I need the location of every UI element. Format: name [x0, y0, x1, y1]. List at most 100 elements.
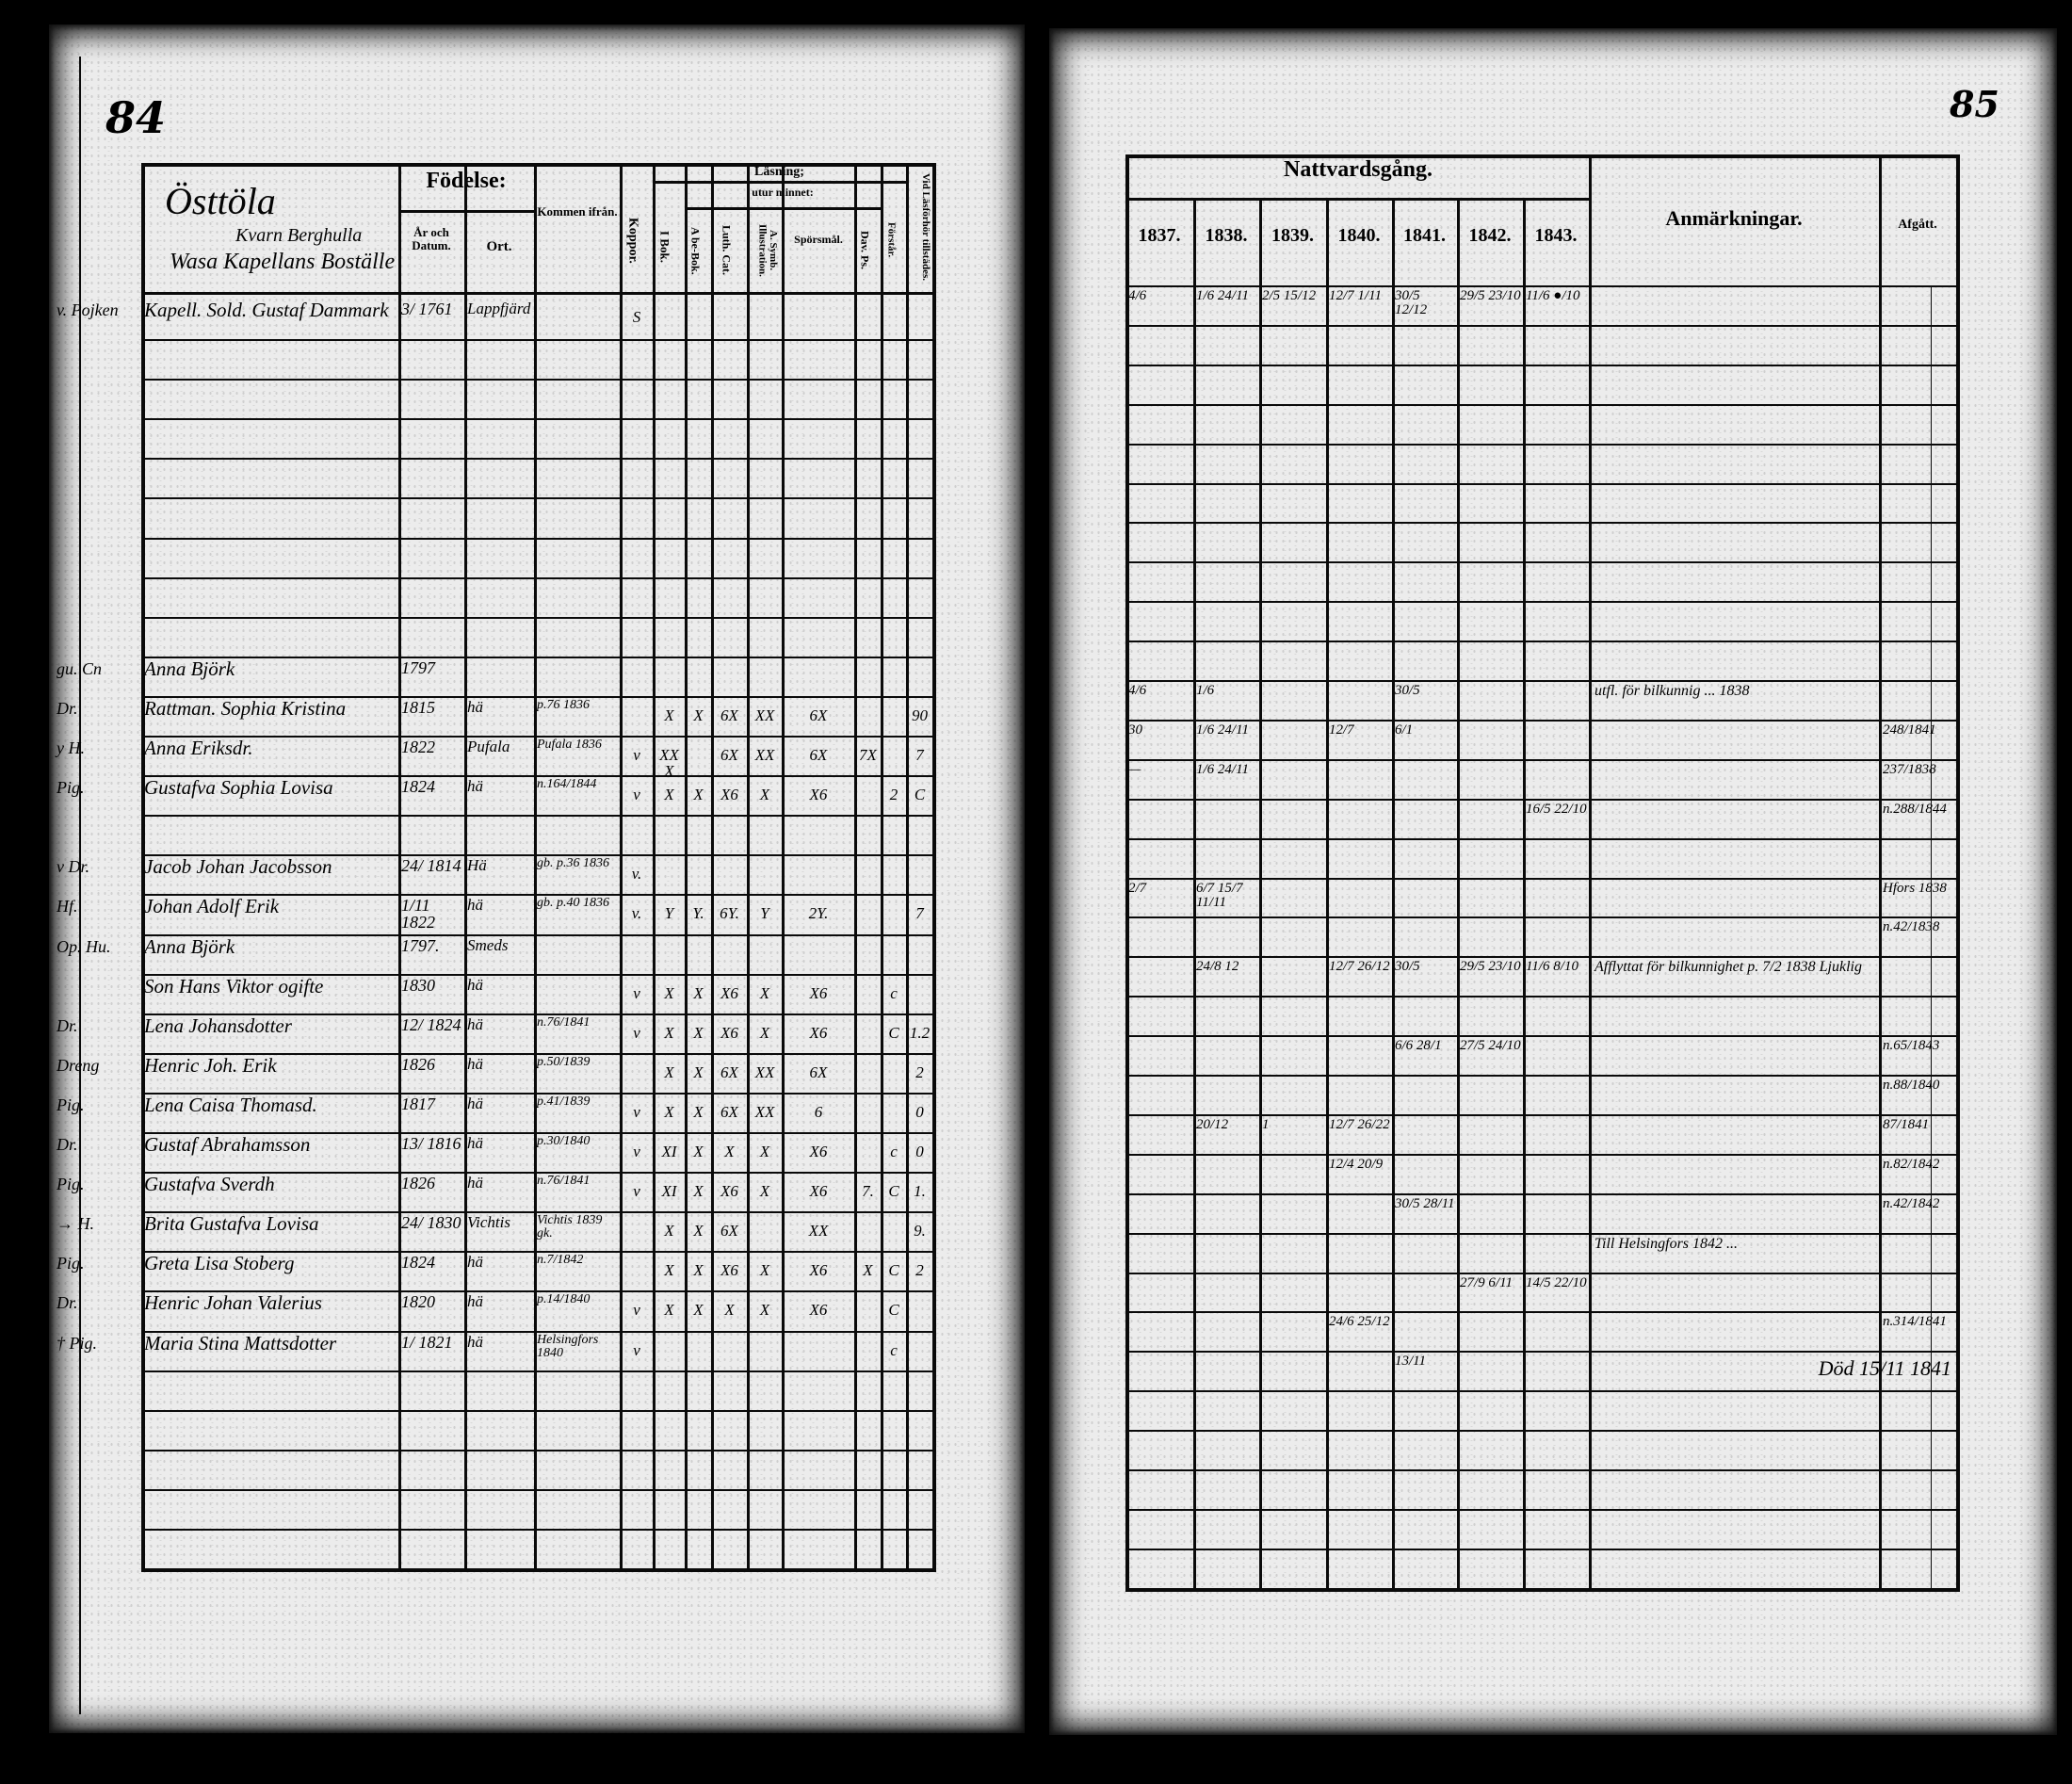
- cell-vid: 1.2: [909, 1023, 931, 1042]
- cell-place: hä: [467, 975, 483, 994]
- row-status-mark: v Dr.: [57, 857, 89, 877]
- communion-date: 1/6 24/11: [1196, 722, 1249, 738]
- cell-birth: 3/ 1761: [401, 300, 453, 318]
- row-rule: [141, 458, 932, 461]
- cell-a-symb: XX: [754, 1062, 775, 1081]
- cell-i-bok: X: [664, 1301, 674, 1320]
- row-rule: [1125, 956, 1956, 959]
- column-rule: [534, 163, 537, 1573]
- cell-dav-ps: 7X: [859, 746, 877, 764]
- cell-name: Greta Lisa Stoberg: [144, 1252, 295, 1275]
- row-rule: [1125, 996, 1956, 998]
- cell-koppor: v: [633, 1102, 640, 1121]
- row-status-mark: Pig.: [57, 1175, 85, 1194]
- row-rule: [141, 1052, 932, 1055]
- column-rule: [1193, 198, 1196, 1592]
- row-rule: [1125, 1469, 1956, 1471]
- cell-vid: 2: [915, 1261, 924, 1280]
- communion-date: 29/5 23/10: [1460, 288, 1521, 303]
- row-rule: [141, 379, 932, 381]
- cell-abe-bok: X: [693, 1261, 704, 1280]
- row-status-mark: Dr.: [57, 1135, 78, 1154]
- column-rule: [1523, 198, 1526, 1592]
- column-rule: [1392, 198, 1395, 1592]
- cell-luth-cat: X6: [720, 983, 738, 1002]
- cell-name: Henric Johan Valerius: [144, 1291, 322, 1315]
- row-status-mark: † Pig.: [57, 1333, 97, 1353]
- column-rule: [464, 163, 467, 1573]
- cell-birth: 1820: [401, 1292, 435, 1312]
- row-rule: [1125, 719, 1956, 722]
- row-status-mark: y H.: [57, 738, 85, 757]
- header-lasning: Läsning;: [754, 165, 804, 179]
- row-status-mark: Pig.: [57, 1254, 85, 1273]
- cell-birth: 1817: [401, 1094, 435, 1113]
- row-rule: [1125, 877, 1956, 880]
- header-abe-bok: A be-Bok.: [688, 226, 703, 275]
- header-sporsmal: Spörsmål.: [794, 233, 843, 246]
- cell-place: hä: [467, 697, 483, 716]
- cell-i-bok: X: [664, 786, 674, 804]
- cell-luth-cat: 6Y.: [720, 904, 739, 923]
- cell-place: hä: [467, 1253, 483, 1272]
- cell-place: hä: [467, 1292, 483, 1311]
- column-rule: [747, 163, 750, 1573]
- communion-date: 14/5 22/10: [1526, 1274, 1587, 1290]
- row-rule: [141, 1092, 932, 1095]
- header-rule: [398, 210, 534, 213]
- table-border-top: [1125, 154, 1956, 158]
- header-rule: [685, 207, 881, 210]
- row-rule: [141, 1568, 932, 1571]
- cell-i-bok: XI: [661, 1143, 677, 1160]
- cell-name: Gustafva Sverdh: [144, 1173, 275, 1196]
- communion-date: 13/11: [1395, 1354, 1427, 1370]
- cell-forstar: C: [888, 1023, 899, 1042]
- row-rule: [1125, 1272, 1956, 1274]
- row-rule: [1125, 1390, 1956, 1393]
- row-rule: [1125, 1311, 1956, 1314]
- row-rule: [141, 1251, 932, 1254]
- cell-sporsmal: X6: [809, 983, 828, 1002]
- communion-date: 6/1: [1395, 722, 1414, 738]
- row-rule: [141, 1290, 932, 1293]
- cell-place: hä: [467, 1014, 483, 1033]
- cell-vid: 1.: [914, 1182, 926, 1201]
- header-ar-och-datum: År och Datum.: [412, 225, 451, 252]
- header-year-1839: 1839.: [1271, 225, 1314, 246]
- cell-i-bok: X: [664, 1062, 674, 1081]
- cell-from: gb. p.36 1836: [537, 856, 609, 871]
- column-rule: [1125, 154, 1129, 1592]
- cell-from: Pufala 1836: [537, 738, 602, 752]
- cell-birth: 1797: [401, 657, 435, 677]
- communion-date: 2/5 15/12: [1262, 288, 1317, 303]
- cell-koppor: v: [633, 1182, 640, 1201]
- column-rule: [1589, 154, 1592, 1592]
- departure-note: n.65/1843: [1883, 1038, 1940, 1054]
- row-rule: [1125, 443, 1956, 446]
- cell-forstar: 2: [889, 786, 898, 804]
- cell-sporsmal: 6X: [809, 1062, 828, 1081]
- cell-from: n.76/1841: [537, 1174, 591, 1189]
- cell-birth: 1/ 1821: [401, 1332, 453, 1352]
- cell-a-symb: XX: [754, 1102, 775, 1121]
- cell-birth: 1/11 1822: [401, 896, 435, 933]
- row-rule: [141, 1370, 932, 1372]
- departure-note: n.82/1842: [1883, 1156, 1940, 1172]
- cell-name: Jacob Johan Jacobsson: [144, 855, 332, 879]
- header-year-1843: 1843.: [1534, 225, 1578, 246]
- row-rule: [141, 815, 932, 818]
- row-status-mark: Pig.: [57, 1095, 85, 1114]
- column-rule: [1326, 198, 1329, 1592]
- cell-sporsmal: XX: [808, 1222, 829, 1241]
- table-border-bottom: [1125, 1587, 1956, 1592]
- row-rule: [1125, 1113, 1956, 1116]
- cell-vid: 2: [915, 1062, 924, 1081]
- cell-abe-bok: X: [693, 983, 704, 1002]
- cell-place: Hä: [467, 856, 487, 875]
- cell-place: hä: [467, 777, 483, 796]
- cell-a-symb: X: [759, 983, 770, 1002]
- header-year-1840: 1840.: [1337, 225, 1381, 246]
- cell-sporsmal: 6X: [809, 746, 828, 764]
- cell-name: Brita Gustafva Lovisa: [144, 1212, 319, 1236]
- right-page-number: 85: [1950, 83, 1999, 125]
